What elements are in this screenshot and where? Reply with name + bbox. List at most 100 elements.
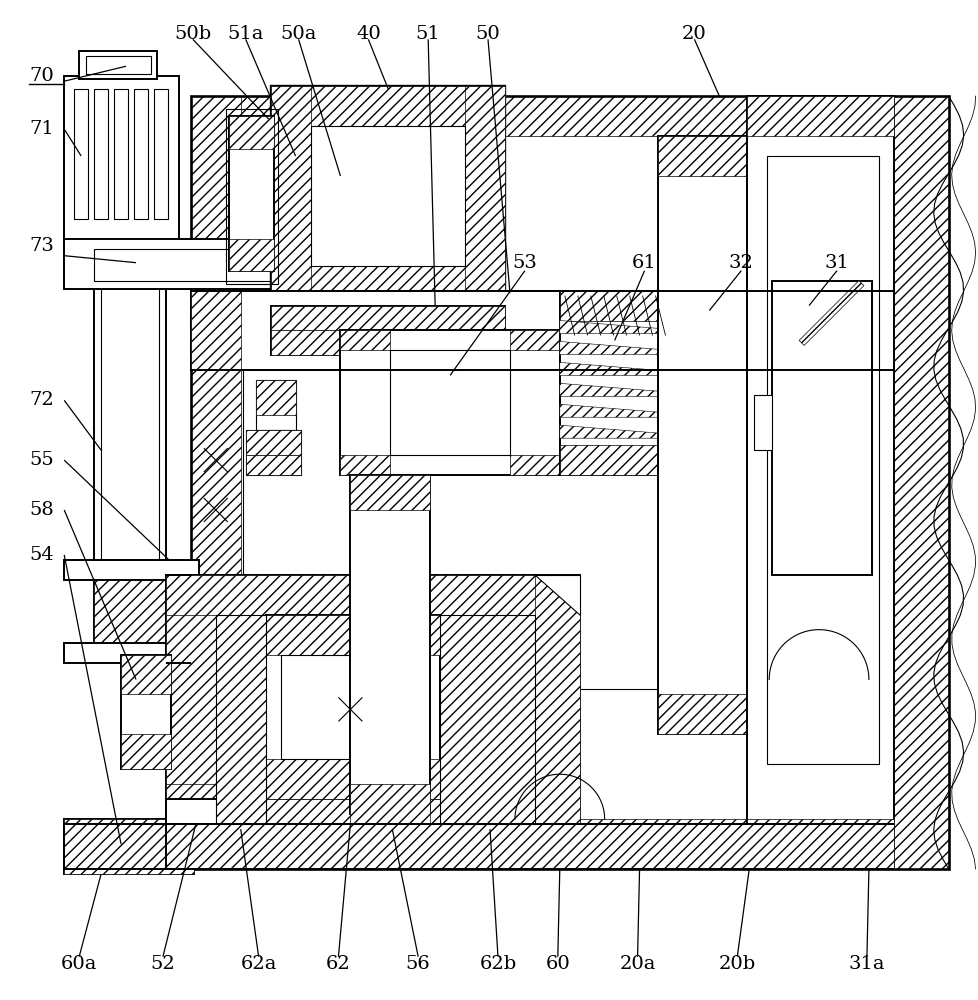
Bar xyxy=(440,615,534,824)
Text: 51: 51 xyxy=(416,25,440,43)
Polygon shape xyxy=(559,404,659,417)
Bar xyxy=(191,96,948,869)
Polygon shape xyxy=(191,819,948,869)
Text: 40: 40 xyxy=(356,25,380,43)
Polygon shape xyxy=(165,824,893,869)
Bar xyxy=(94,241,165,575)
Text: 20b: 20b xyxy=(718,955,755,973)
Bar xyxy=(245,430,300,475)
Polygon shape xyxy=(465,86,505,311)
Bar xyxy=(270,86,505,311)
Bar xyxy=(753,395,772,450)
Text: 73: 73 xyxy=(29,237,54,255)
Bar xyxy=(65,560,199,580)
Polygon shape xyxy=(270,266,505,311)
Polygon shape xyxy=(893,96,948,869)
Text: 72: 72 xyxy=(29,391,54,409)
Bar xyxy=(94,570,165,650)
Bar xyxy=(154,89,168,219)
Text: 60: 60 xyxy=(545,955,569,973)
Bar xyxy=(94,89,108,219)
Polygon shape xyxy=(270,86,310,311)
Bar xyxy=(94,249,329,281)
Polygon shape xyxy=(191,291,893,370)
Text: 32: 32 xyxy=(728,254,753,272)
Bar xyxy=(215,615,265,824)
Bar xyxy=(74,89,88,219)
Bar xyxy=(121,655,171,769)
Polygon shape xyxy=(215,615,265,824)
Polygon shape xyxy=(94,570,165,650)
Bar xyxy=(310,126,465,266)
Text: 53: 53 xyxy=(511,254,537,272)
Polygon shape xyxy=(270,330,505,355)
Polygon shape xyxy=(65,824,165,869)
Polygon shape xyxy=(340,330,390,350)
Bar xyxy=(165,799,221,824)
Polygon shape xyxy=(229,239,273,271)
Bar xyxy=(243,131,890,689)
Polygon shape xyxy=(229,116,273,149)
Polygon shape xyxy=(191,291,241,370)
Polygon shape xyxy=(350,475,429,510)
Polygon shape xyxy=(843,291,893,370)
Text: 55: 55 xyxy=(29,451,54,469)
Bar xyxy=(65,643,199,663)
Text: 50b: 50b xyxy=(174,25,211,43)
Polygon shape xyxy=(559,362,659,375)
Bar xyxy=(65,819,194,874)
Bar xyxy=(281,655,424,759)
Bar xyxy=(229,116,273,271)
Text: 58: 58 xyxy=(29,501,54,519)
Polygon shape xyxy=(265,759,440,799)
Polygon shape xyxy=(270,86,505,126)
Polygon shape xyxy=(165,784,579,824)
Polygon shape xyxy=(165,575,579,615)
Bar xyxy=(657,136,746,734)
Polygon shape xyxy=(798,281,863,345)
Bar xyxy=(255,380,295,430)
Polygon shape xyxy=(746,819,893,869)
Bar xyxy=(79,51,156,79)
Text: 71: 71 xyxy=(29,120,54,138)
Text: 50: 50 xyxy=(475,25,500,43)
Bar xyxy=(134,89,148,219)
Bar xyxy=(114,89,128,219)
Text: 62a: 62a xyxy=(241,955,277,973)
Text: 52: 52 xyxy=(151,955,175,973)
Bar xyxy=(101,249,158,568)
Polygon shape xyxy=(255,380,295,415)
Polygon shape xyxy=(510,330,559,350)
Text: 61: 61 xyxy=(632,254,656,272)
Polygon shape xyxy=(534,575,579,824)
Polygon shape xyxy=(165,575,215,824)
Text: 31a: 31a xyxy=(848,955,884,973)
Bar xyxy=(65,824,165,869)
Polygon shape xyxy=(165,575,579,824)
Polygon shape xyxy=(440,615,534,824)
Bar xyxy=(772,281,871,575)
Polygon shape xyxy=(350,784,429,824)
Text: 20a: 20a xyxy=(619,955,655,973)
Bar xyxy=(65,239,329,289)
Polygon shape xyxy=(559,321,659,333)
Polygon shape xyxy=(559,291,659,321)
Text: 60a: 60a xyxy=(61,955,97,973)
Bar xyxy=(746,96,893,869)
Polygon shape xyxy=(270,306,505,330)
Polygon shape xyxy=(510,455,559,475)
Bar xyxy=(65,76,179,241)
Text: 31: 31 xyxy=(823,254,849,272)
Text: 51a: 51a xyxy=(227,25,264,43)
Bar xyxy=(270,306,505,355)
Bar xyxy=(390,350,510,455)
Text: 50a: 50a xyxy=(280,25,317,43)
Bar xyxy=(86,56,151,74)
Polygon shape xyxy=(340,330,559,475)
Polygon shape xyxy=(265,615,440,655)
Bar xyxy=(226,109,278,284)
Polygon shape xyxy=(559,445,659,475)
Text: 70: 70 xyxy=(29,67,54,85)
Polygon shape xyxy=(121,655,171,694)
Polygon shape xyxy=(559,341,659,354)
